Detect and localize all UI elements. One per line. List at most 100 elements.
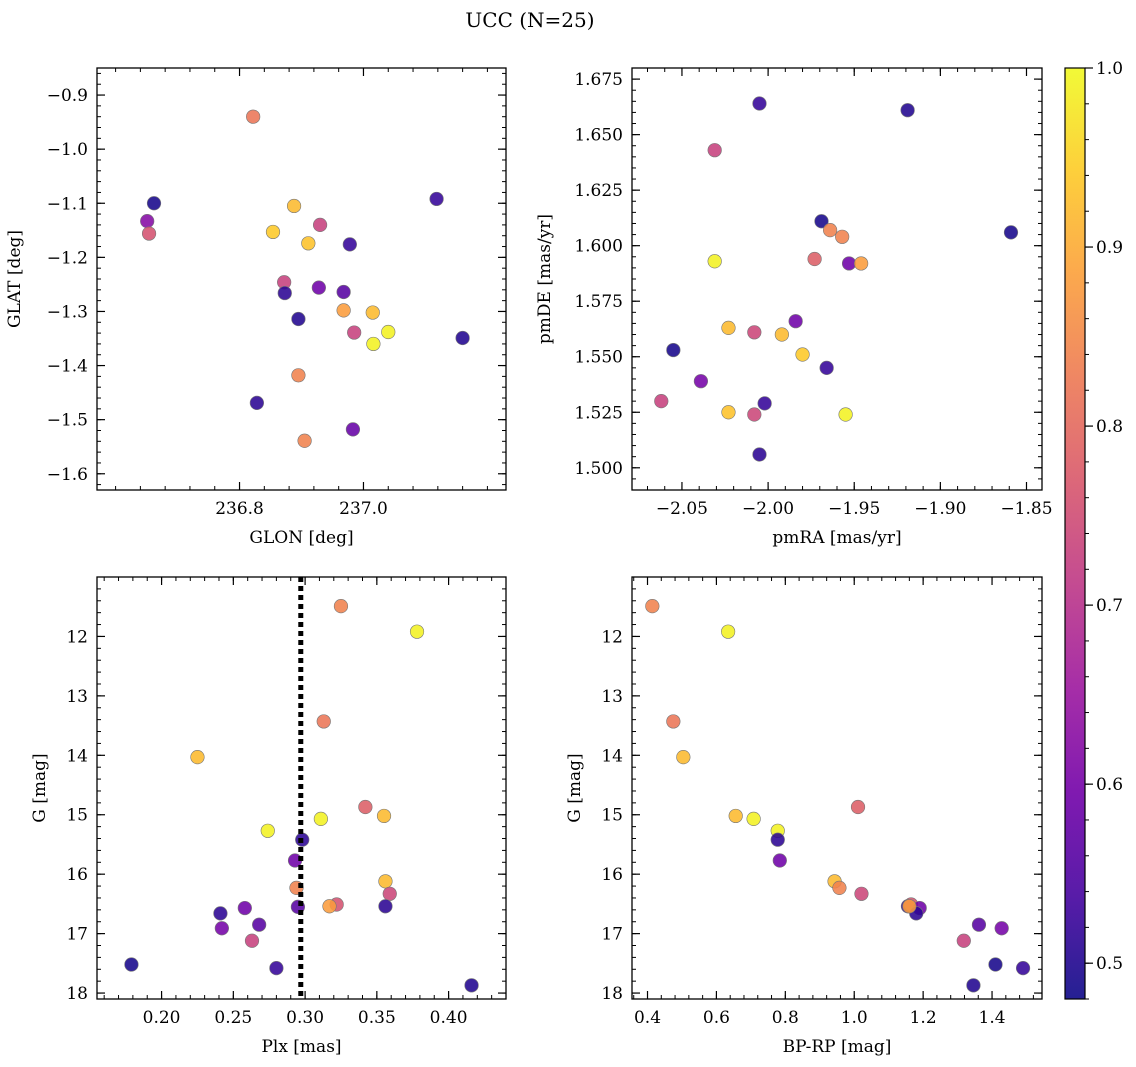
x-tick-label: 0.35 <box>358 1008 396 1028</box>
x-tick-label: 0.25 <box>214 1008 252 1028</box>
scatter-point <box>835 229 850 244</box>
x-tick-label: 0.30 <box>286 1008 324 1028</box>
x-tick-label: 1.0 <box>841 1008 868 1028</box>
colorbar-tick-label: 0.5 <box>1096 954 1123 974</box>
scatter-point <box>277 285 292 301</box>
y-tick-label: 13 <box>66 687 88 707</box>
scatter-point <box>244 933 260 948</box>
panel-glon-glat: 236.8 237.0 −0.9 −1.0 −1.1 −1.2 −1.3 −1.4 −1.5 −1… <box>5 67 507 548</box>
scatter-point <box>260 823 275 838</box>
axes-frame <box>631 576 1043 1000</box>
y-tick-label: 1.675 <box>574 70 623 90</box>
scatter-point <box>994 921 1009 936</box>
scatter-point <box>301 236 316 251</box>
scatter-point <box>774 327 789 342</box>
scatter-point <box>297 433 312 448</box>
x-tick-label: 236.8 <box>215 499 264 519</box>
scatter-point <box>291 311 306 327</box>
scatter-point <box>140 214 155 229</box>
x-tick-label: −1.95 <box>828 499 880 519</box>
y-tick-label: −1.2 <box>47 248 88 268</box>
scatter-point <box>721 320 736 335</box>
x-axis-label: BP-RP [mag] <box>783 1037 892 1057</box>
scatter-point <box>190 749 205 765</box>
scatter-point <box>336 284 351 300</box>
y-tick-label: 12 <box>66 627 88 647</box>
scatter-point <box>249 395 264 410</box>
x-axis-label: Plx [mas] <box>261 1037 341 1057</box>
scatter-point <box>832 880 847 895</box>
scatter-point <box>409 624 425 639</box>
scatter-point <box>752 96 767 111</box>
scatter-point <box>841 256 857 271</box>
scatter-point <box>966 978 981 993</box>
scatter-point <box>252 917 267 932</box>
y-tick-label: −1.6 <box>47 465 88 485</box>
scatter-point <box>313 811 328 827</box>
scatter-point <box>854 886 869 901</box>
scatter-point <box>770 832 785 847</box>
scatter-point <box>721 624 736 639</box>
scatter-point <box>342 237 357 252</box>
scatter-point <box>311 280 326 295</box>
colorbar-tick-label: 0.9 <box>1096 238 1123 258</box>
scatter-point <box>666 714 681 729</box>
scatter-point <box>902 899 917 914</box>
scatter-point <box>1003 225 1019 240</box>
y-tick-label: 1.625 <box>574 181 623 201</box>
panel-pmra-pmde: −2.05 −2.00 −1.95 −1.90 −1.85 1.500 1.525 1.550… <box>535 67 1053 548</box>
scatter-point <box>746 811 761 827</box>
x-tick-label: 0.20 <box>143 1008 181 1028</box>
scatter-point <box>381 324 396 340</box>
scatter-point <box>347 325 362 340</box>
y-tick-label: 16 <box>601 865 623 885</box>
x-tick-label: 1.2 <box>910 1008 937 1028</box>
scatter-point <box>213 906 228 921</box>
y-tick-label: −1.4 <box>47 357 88 377</box>
scatter-point <box>291 368 306 383</box>
x-tick-label: −2.05 <box>656 499 708 519</box>
scatter-point <box>814 214 829 229</box>
scatter-point <box>316 714 331 729</box>
scatter-point <box>757 396 772 411</box>
y-tick-label: −1.1 <box>47 194 88 214</box>
scatter-point <box>358 799 373 815</box>
y-tick-label: 17 <box>601 925 623 945</box>
y-tick-label: 13 <box>601 687 623 707</box>
scatter-point <box>141 226 157 241</box>
y-tick-label: −0.9 <box>47 86 88 106</box>
y-tick-label: 15 <box>66 806 88 826</box>
scatter-point <box>988 957 1003 972</box>
panel-bprp-g: 0.4 0.6 0.8 1.0 1.2 1.4 12 13 14 15 16 17 18 BP-RP [m… <box>565 576 1043 1057</box>
scatter-point <box>429 191 444 207</box>
scatter-point <box>676 749 691 765</box>
scatter-point <box>707 143 722 158</box>
scatter-point <box>214 921 229 936</box>
scatter-point <box>146 196 162 211</box>
scatter-point <box>336 303 351 318</box>
y-axis-label: GLAT [deg] <box>5 230 25 328</box>
y-tick-label: 1.500 <box>574 459 623 479</box>
y-tick-label: 17 <box>66 925 88 945</box>
x-tick-label: 237.0 <box>339 499 388 519</box>
scatter-point <box>366 336 381 352</box>
colorbar-gradient <box>1065 68 1085 999</box>
scatter-point <box>312 217 328 232</box>
scatter-point <box>721 405 736 420</box>
y-tick-label: 1.575 <box>574 292 623 312</box>
scatter-point <box>124 957 139 972</box>
x-tick-label: −2.00 <box>742 499 794 519</box>
scatter-point <box>747 407 762 422</box>
panel-plx-g: 0.20 0.25 0.30 0.35 0.40 12 13 14 15 16 17 18 Plx [m… <box>30 576 507 1057</box>
x-tick-label: −1.90 <box>914 499 966 519</box>
y-tick-label: −1.0 <box>47 140 88 160</box>
scatter-point <box>707 254 722 269</box>
colorbar-tick-label: 0.8 <box>1096 417 1123 437</box>
scatter-point <box>286 198 302 214</box>
colorbar-tick-label: 1.0 <box>1096 59 1123 79</box>
y-tick-label: 18 <box>601 984 623 1004</box>
scatter-point <box>645 599 660 614</box>
axes-frame <box>96 67 507 491</box>
scatter-point <box>795 347 810 362</box>
y-tick-label: 16 <box>66 865 88 885</box>
